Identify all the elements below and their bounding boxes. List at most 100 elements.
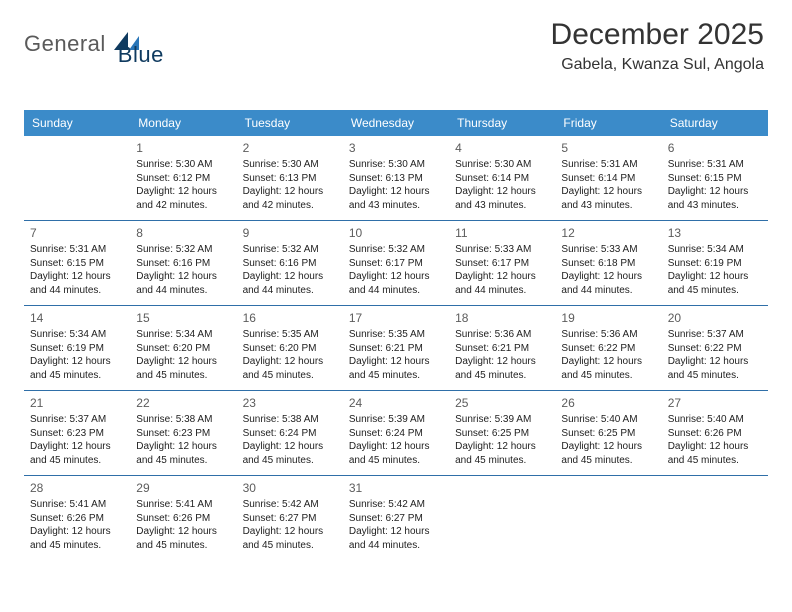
- sunset-line: Sunset: 6:25 PM: [561, 427, 655, 441]
- day-number: 13: [668, 225, 762, 241]
- daylight-line: Daylight: 12 hours and 45 minutes.: [561, 440, 655, 467]
- day-cell: 27Sunrise: 5:40 AMSunset: 6:26 PMDayligh…: [662, 391, 768, 475]
- day-number: 30: [243, 480, 337, 496]
- week-row: 7Sunrise: 5:31 AMSunset: 6:15 PMDaylight…: [24, 220, 768, 305]
- day-cell: 5Sunrise: 5:31 AMSunset: 6:14 PMDaylight…: [555, 136, 661, 220]
- day-cell: 10Sunrise: 5:32 AMSunset: 6:17 PMDayligh…: [343, 221, 449, 305]
- weeks-container: 1Sunrise: 5:30 AMSunset: 6:12 PMDaylight…: [24, 136, 768, 560]
- sunset-line: Sunset: 6:26 PM: [668, 427, 762, 441]
- day-number: 1: [136, 140, 230, 156]
- daylight-line: Daylight: 12 hours and 45 minutes.: [243, 525, 337, 552]
- dow-cell: Monday: [130, 110, 236, 136]
- day-cell: 28Sunrise: 5:41 AMSunset: 6:26 PMDayligh…: [24, 476, 130, 560]
- day-number: 23: [243, 395, 337, 411]
- dow-cell: Thursday: [449, 110, 555, 136]
- sunset-line: Sunset: 6:19 PM: [30, 342, 124, 356]
- week-row: 1Sunrise: 5:30 AMSunset: 6:12 PMDaylight…: [24, 136, 768, 220]
- sunrise-line: Sunrise: 5:34 AM: [136, 328, 230, 342]
- empty-cell: [24, 136, 130, 220]
- dow-cell: Saturday: [662, 110, 768, 136]
- daylight-line: Daylight: 12 hours and 44 minutes.: [136, 270, 230, 297]
- sunrise-line: Sunrise: 5:34 AM: [30, 328, 124, 342]
- day-cell: 19Sunrise: 5:36 AMSunset: 6:22 PMDayligh…: [555, 306, 661, 390]
- sunset-line: Sunset: 6:25 PM: [455, 427, 549, 441]
- page-title: December 2025: [551, 18, 764, 52]
- day-number: 17: [349, 310, 443, 326]
- week-row: 28Sunrise: 5:41 AMSunset: 6:26 PMDayligh…: [24, 475, 768, 560]
- daylight-line: Daylight: 12 hours and 45 minutes.: [668, 355, 762, 382]
- day-cell: 9Sunrise: 5:32 AMSunset: 6:16 PMDaylight…: [237, 221, 343, 305]
- dow-cell: Friday: [555, 110, 661, 136]
- sunset-line: Sunset: 6:13 PM: [243, 172, 337, 186]
- day-number: 29: [136, 480, 230, 496]
- calendar: Sunday Monday Tuesday Wednesday Thursday…: [24, 110, 768, 560]
- day-number: 16: [243, 310, 337, 326]
- sunrise-line: Sunrise: 5:36 AM: [455, 328, 549, 342]
- day-number: 4: [455, 140, 549, 156]
- sunset-line: Sunset: 6:16 PM: [243, 257, 337, 271]
- sunset-line: Sunset: 6:17 PM: [455, 257, 549, 271]
- sunrise-line: Sunrise: 5:30 AM: [136, 158, 230, 172]
- sunrise-line: Sunrise: 5:32 AM: [136, 243, 230, 257]
- day-number: 22: [136, 395, 230, 411]
- sunset-line: Sunset: 6:26 PM: [30, 512, 124, 526]
- day-number: 20: [668, 310, 762, 326]
- page-subtitle: Gabela, Kwanza Sul, Angola: [551, 56, 764, 74]
- sunset-line: Sunset: 6:12 PM: [136, 172, 230, 186]
- day-cell: 29Sunrise: 5:41 AMSunset: 6:26 PMDayligh…: [130, 476, 236, 560]
- day-number: 15: [136, 310, 230, 326]
- daylight-line: Daylight: 12 hours and 44 minutes.: [455, 270, 549, 297]
- empty-cell: [555, 476, 661, 560]
- day-cell: 15Sunrise: 5:34 AMSunset: 6:20 PMDayligh…: [130, 306, 236, 390]
- sunrise-line: Sunrise: 5:40 AM: [561, 413, 655, 427]
- sunrise-line: Sunrise: 5:30 AM: [243, 158, 337, 172]
- sunrise-line: Sunrise: 5:31 AM: [561, 158, 655, 172]
- daylight-line: Daylight: 12 hours and 42 minutes.: [243, 185, 337, 212]
- daylight-line: Daylight: 12 hours and 45 minutes.: [243, 355, 337, 382]
- day-number: 31: [349, 480, 443, 496]
- day-cell: 21Sunrise: 5:37 AMSunset: 6:23 PMDayligh…: [24, 391, 130, 475]
- sunset-line: Sunset: 6:23 PM: [30, 427, 124, 441]
- dow-cell: Sunday: [24, 110, 130, 136]
- daylight-line: Daylight: 12 hours and 44 minutes.: [30, 270, 124, 297]
- day-cell: 24Sunrise: 5:39 AMSunset: 6:24 PMDayligh…: [343, 391, 449, 475]
- daylight-line: Daylight: 12 hours and 45 minutes.: [668, 440, 762, 467]
- sunrise-line: Sunrise: 5:38 AM: [243, 413, 337, 427]
- day-number: 12: [561, 225, 655, 241]
- day-cell: 11Sunrise: 5:33 AMSunset: 6:17 PMDayligh…: [449, 221, 555, 305]
- day-cell: 2 Sunrise: 5:30 AMSunset: 6:13 PMDaylight…: [237, 136, 343, 220]
- dow-header: Sunday Monday Tuesday Wednesday Thursday…: [24, 110, 768, 136]
- daylight-line: Daylight: 12 hours and 45 minutes.: [561, 355, 655, 382]
- daylight-line: Daylight: 12 hours and 43 minutes.: [561, 185, 655, 212]
- sunset-line: Sunset: 6:26 PM: [136, 512, 230, 526]
- sunset-line: Sunset: 6:23 PM: [136, 427, 230, 441]
- sunset-line: Sunset: 6:14 PM: [455, 172, 549, 186]
- daylight-line: Daylight: 12 hours and 43 minutes.: [668, 185, 762, 212]
- day-number: 3: [349, 140, 443, 156]
- dow-cell: Tuesday: [237, 110, 343, 136]
- sunrise-line: Sunrise: 5:39 AM: [349, 413, 443, 427]
- day-cell: 23Sunrise: 5:38 AMSunset: 6:24 PMDayligh…: [237, 391, 343, 475]
- sunset-line: Sunset: 6:22 PM: [668, 342, 762, 356]
- sunset-line: Sunset: 6:20 PM: [243, 342, 337, 356]
- sunrise-line: Sunrise: 5:36 AM: [561, 328, 655, 342]
- sunrise-line: Sunrise: 5:30 AM: [455, 158, 549, 172]
- sunrise-line: Sunrise: 5:31 AM: [30, 243, 124, 257]
- sunset-line: Sunset: 6:18 PM: [561, 257, 655, 271]
- sunset-line: Sunset: 6:27 PM: [243, 512, 337, 526]
- day-number: 18: [455, 310, 549, 326]
- daylight-line: Daylight: 12 hours and 45 minutes.: [30, 355, 124, 382]
- day-number: 2: [243, 140, 337, 156]
- sunrise-line: Sunrise: 5:42 AM: [349, 498, 443, 512]
- day-number: 25: [455, 395, 549, 411]
- empty-cell: [662, 476, 768, 560]
- daylight-line: Daylight: 12 hours and 42 minutes.: [136, 185, 230, 212]
- day-cell: 13Sunrise: 5:34 AMSunset: 6:19 PMDayligh…: [662, 221, 768, 305]
- sunrise-line: Sunrise: 5:31 AM: [668, 158, 762, 172]
- sunset-line: Sunset: 6:15 PM: [30, 257, 124, 271]
- daylight-line: Daylight: 12 hours and 45 minutes.: [349, 440, 443, 467]
- sunrise-line: Sunrise: 5:41 AM: [30, 498, 124, 512]
- logo-text-2: Blue: [118, 42, 164, 68]
- day-cell: 7Sunrise: 5:31 AMSunset: 6:15 PMDaylight…: [24, 221, 130, 305]
- sunrise-line: Sunrise: 5:30 AM: [349, 158, 443, 172]
